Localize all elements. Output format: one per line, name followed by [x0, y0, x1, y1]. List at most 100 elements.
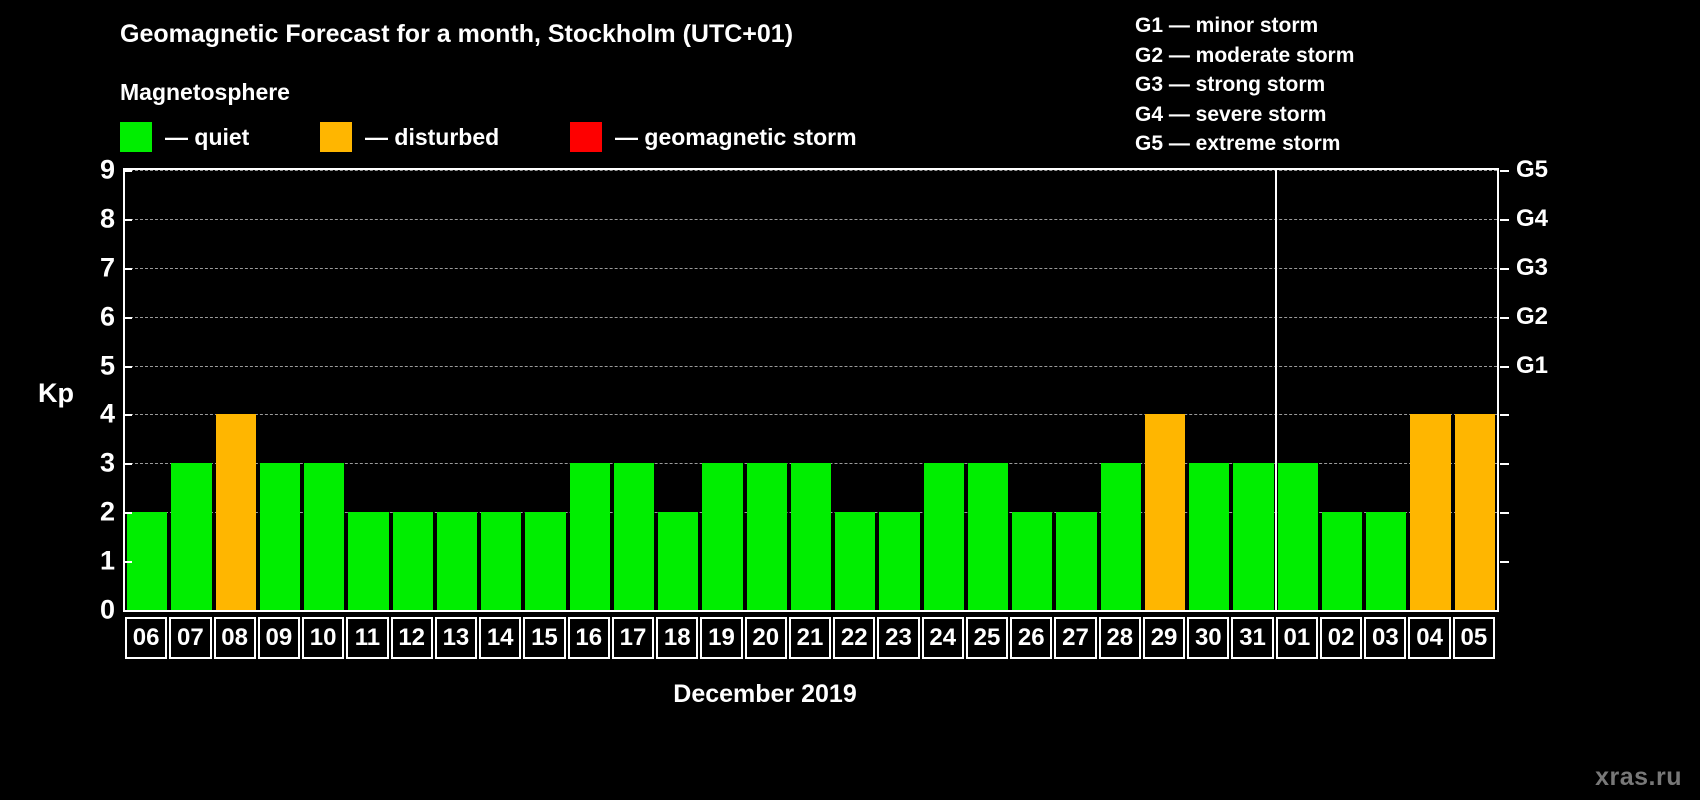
x-axis-day-03[interactable]: 03 [1364, 617, 1407, 659]
x-axis-day-20[interactable]: 20 [744, 617, 787, 659]
x-axis-day-04[interactable]: 04 [1408, 617, 1451, 659]
bar-day-30[interactable] [1189, 463, 1230, 610]
x-axis-day-16[interactable]: 16 [567, 617, 610, 659]
bar-day-11[interactable] [348, 512, 389, 610]
g-axis-label-G3: G3 [1516, 253, 1549, 281]
bar-day-04[interactable] [1410, 414, 1451, 610]
y-tick-mark-9 [123, 170, 132, 172]
x-axis-day-10[interactable]: 10 [302, 617, 345, 659]
bar-day-22[interactable] [835, 512, 876, 610]
plot-inner [125, 170, 1497, 610]
g-axis-minor-tick-2 [1500, 512, 1509, 515]
bar-day-20[interactable] [746, 463, 787, 610]
x-axis-day-17[interactable]: 17 [611, 617, 655, 659]
g-axis-label-G2: G2 [1516, 302, 1549, 330]
x-axis-day-24[interactable]: 24 [921, 617, 964, 659]
plot-area [123, 168, 1499, 612]
page-title: Geomagnetic Forecast for a month, Stockh… [120, 20, 794, 48]
x-axis-day-22[interactable]: 22 [833, 617, 876, 659]
x-axis-day-18[interactable]: 18 [656, 617, 699, 659]
gridline-kp-8 [125, 218, 1497, 220]
x-axis-day-19[interactable]: 19 [700, 617, 743, 659]
bar-day-14[interactable] [481, 512, 522, 610]
bar-day-27[interactable] [1056, 512, 1097, 610]
x-axis-day-09[interactable]: 09 [257, 617, 301, 659]
bar-day-12[interactable] [392, 512, 433, 610]
g-axis-minor-tick-3 [1500, 463, 1509, 466]
g-axis-label-G1: G1 [1516, 351, 1549, 379]
g-axis-tick-G3 [1500, 267, 1509, 270]
bar-day-13[interactable] [436, 512, 478, 610]
x-axis-day-12[interactable]: 12 [390, 617, 433, 659]
bar-day-07[interactable] [171, 463, 212, 610]
x-axis-day-02[interactable]: 02 [1319, 617, 1363, 659]
bar-day-26[interactable] [1012, 512, 1053, 610]
y-tick-mark-7 [123, 267, 132, 270]
legend-item-geomagnetic-storm: — geomagnetic storm [570, 122, 857, 152]
y-tick-mark-4 [123, 414, 132, 417]
x-axis-day-30[interactable]: 30 [1187, 617, 1230, 659]
magnetosphere-section-label: Magnetosphere [120, 79, 290, 105]
bar-day-18[interactable] [658, 512, 699, 610]
bar-day-08[interactable] [215, 414, 256, 610]
bar-day-06[interactable] [127, 512, 168, 610]
y-tick-mark-2 [123, 512, 132, 515]
g-scale-row-g2: G2 — moderate storm [1135, 43, 1355, 67]
bar-day-17[interactable] [613, 463, 655, 610]
g-axis-minor-tick-4 [1500, 414, 1509, 417]
x-axis-day-11[interactable]: 11 [346, 617, 389, 659]
bar-day-16[interactable] [569, 463, 610, 610]
x-axis-day-07[interactable]: 07 [169, 617, 212, 659]
x-axis-day-27[interactable]: 27 [1054, 617, 1097, 659]
y-tick-label-3: 3 [99, 447, 115, 478]
bar-day-25[interactable] [967, 463, 1009, 610]
bar-day-03[interactable] [1366, 512, 1407, 610]
y-tick-mark-8 [123, 218, 132, 221]
y-tick-label-4: 4 [99, 398, 115, 429]
x-axis-day-25[interactable]: 25 [965, 617, 1009, 659]
x-axis-day-08[interactable]: 08 [213, 617, 256, 659]
x-axis-day-31[interactable]: 31 [1231, 617, 1274, 659]
bar-day-10[interactable] [304, 463, 345, 610]
x-axis-day-14[interactable]: 14 [479, 617, 522, 659]
y-tick-label-9: 9 [99, 154, 115, 185]
x-axis-day-01[interactable]: 01 [1275, 617, 1318, 659]
x-axis-day-21[interactable]: 21 [788, 617, 832, 659]
y-tick-label-5: 5 [99, 350, 115, 381]
bar-day-19[interactable] [702, 463, 743, 610]
x-axis-day-06[interactable]: 06 [125, 617, 168, 659]
legend-swatch-storm-icon [570, 122, 602, 152]
g-axis-tick-G4 [1500, 218, 1509, 221]
bar-day-23[interactable] [879, 512, 920, 610]
legend-label-quiet: — quiet [165, 123, 250, 150]
bar-day-21[interactable] [790, 463, 832, 610]
x-axis-day-13[interactable]: 13 [434, 617, 478, 659]
g-scale-row-g4: G4 — severe storm [1135, 102, 1327, 126]
x-axis-day-23[interactable]: 23 [877, 617, 920, 659]
x-axis-day-05[interactable]: 05 [1452, 617, 1495, 659]
bar-day-15[interactable] [525, 512, 566, 610]
g-scale-row-g3: G3 — strong storm [1135, 73, 1326, 96]
g-axis-tick-G1 [1500, 365, 1509, 368]
bar-day-28[interactable] [1100, 463, 1141, 610]
bar-day-05[interactable] [1454, 414, 1495, 610]
bar-day-02[interactable] [1321, 512, 1363, 610]
bar-day-24[interactable] [923, 463, 964, 610]
x-axis-day-28[interactable]: 28 [1098, 617, 1141, 659]
g-scale-row-g5: G5 — extreme storm [1135, 132, 1341, 155]
watermark: xras.ru [1595, 763, 1682, 791]
bar-day-31[interactable] [1233, 463, 1274, 610]
y-tick-mark-6 [123, 316, 132, 319]
x-axis-day-29[interactable]: 29 [1142, 617, 1186, 659]
x-axis-day-15[interactable]: 15 [523, 617, 566, 659]
legend-item-disturbed: — disturbed [320, 122, 499, 152]
bar-day-29[interactable] [1144, 414, 1186, 610]
x-axis-day-26[interactable]: 26 [1010, 617, 1053, 659]
y-tick-mark-5 [123, 365, 132, 368]
g-scale-row-g1: G1 — minor storm [1135, 14, 1319, 37]
x-axis-day-labels: 06 07 08 09 10 11 12 13 14 15 16 17 18 19 20 21 22 23 24 25… [123, 617, 1499, 659]
y-tick-label-8: 8 [99, 203, 115, 234]
bar-day-09[interactable] [259, 463, 301, 610]
bar-day-01[interactable] [1277, 463, 1318, 610]
g-axis-label-G5: G5 [1516, 156, 1549, 183]
